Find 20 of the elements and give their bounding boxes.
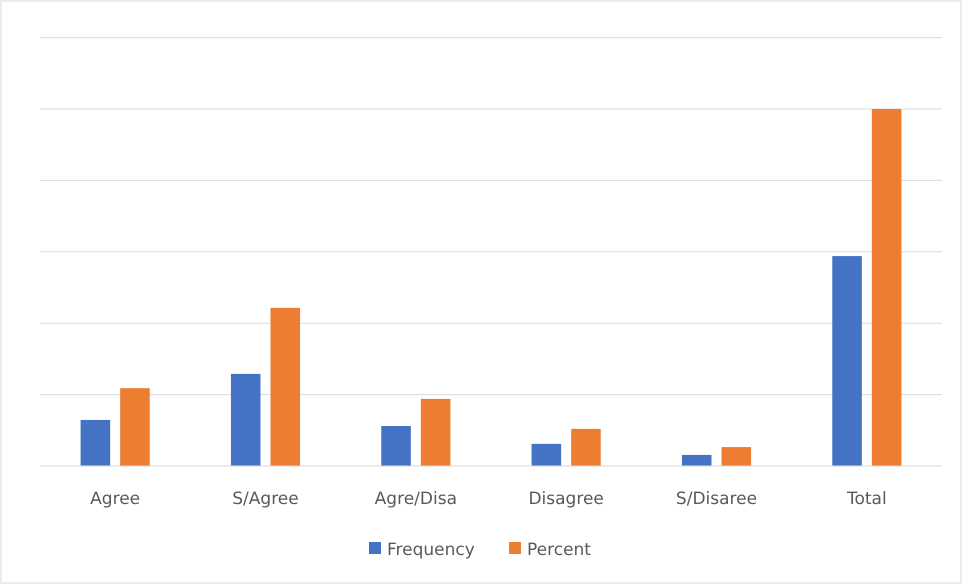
- bar: [832, 256, 862, 466]
- bar: [230, 374, 260, 466]
- bar: [571, 428, 601, 466]
- x-tick-label: S/Disaree: [676, 489, 758, 509]
- legend-label: Percent: [527, 540, 592, 560]
- bar: [682, 454, 712, 466]
- x-tick-label: Agree: [90, 489, 140, 509]
- x-tick-label: S/Agree: [232, 489, 299, 509]
- bar: [120, 388, 150, 466]
- bar: [270, 308, 300, 466]
- bar: [532, 444, 562, 466]
- bar: [722, 447, 752, 466]
- x-tick-label: Total: [846, 489, 887, 509]
- x-tick-label: Agre/Disa: [374, 489, 457, 509]
- x-tick-label: Disagree: [528, 489, 604, 509]
- bar: [381, 426, 411, 466]
- legend-label: Frequency: [387, 540, 475, 560]
- bar: [872, 109, 902, 466]
- bar: [420, 398, 450, 466]
- bar: [80, 420, 110, 466]
